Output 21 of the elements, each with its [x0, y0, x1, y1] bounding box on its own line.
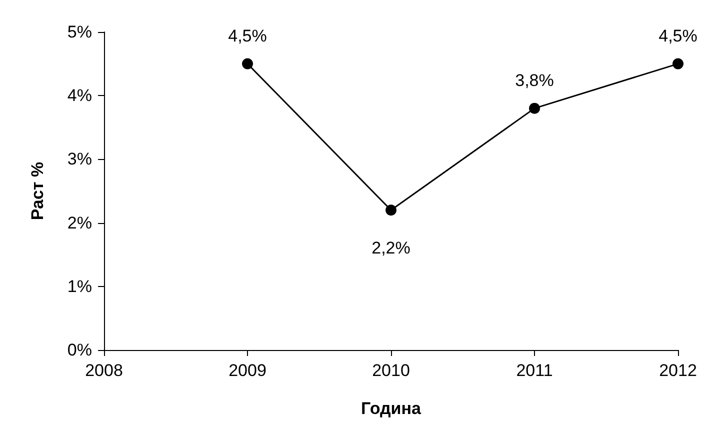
point [242, 58, 253, 70]
y-axis-title: Раст % [28, 162, 47, 220]
y-tick-label: 2% [67, 213, 92, 232]
y-tick-label: 5% [67, 22, 92, 42]
y-tick-label: 1% [67, 276, 92, 296]
data-label: 2,2% [372, 238, 410, 258]
x-tick-label: 2008 [85, 361, 123, 380]
point [529, 102, 540, 114]
data-label: 4,5% [658, 26, 698, 46]
data-label: 4,5% [228, 26, 267, 46]
data-label: 3,8% [515, 70, 554, 90]
x-tick-label: 2009 [228, 361, 266, 380]
y-tick-label: 0% [67, 340, 92, 360]
y-tick-label: 4% [67, 86, 92, 106]
x-tick-label: 2010 [372, 361, 410, 380]
point [672, 58, 684, 70]
x-tick-label: 2012 [659, 361, 697, 380]
point [386, 204, 396, 216]
x-axis-title: Година [361, 399, 422, 418]
y-tick-label: 3% [67, 150, 92, 169]
x-tick-label: 2011 [516, 361, 553, 380]
